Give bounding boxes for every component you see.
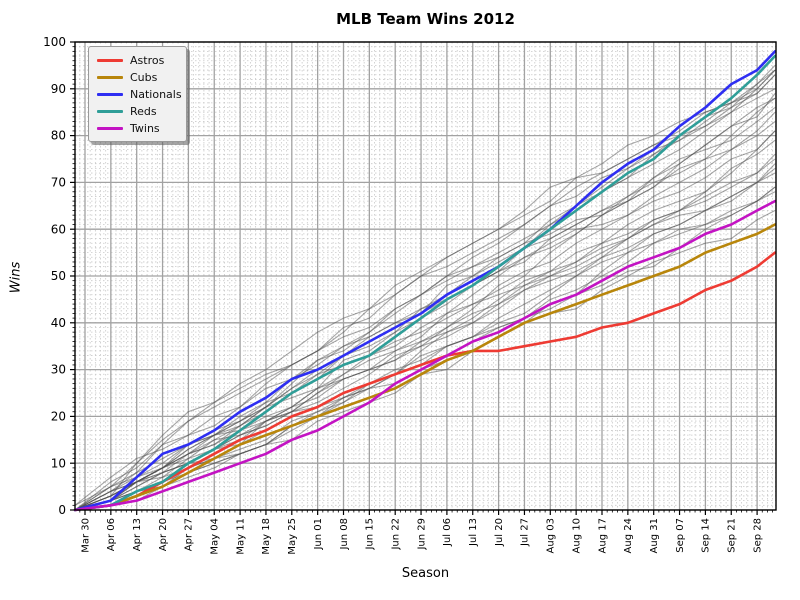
x-tick-label: Apr 27	[184, 518, 195, 551]
cubs-line-swatch	[97, 75, 123, 80]
bg-line-yankees	[74, 65, 776, 511]
x-tick-label: Aug 24	[623, 518, 634, 553]
legend-item-reds: Reds	[89, 103, 186, 120]
legend-label: Cubs	[130, 71, 158, 84]
y-tick-label: 30	[51, 363, 66, 377]
y-tick-label: 10	[51, 456, 66, 470]
y-tick-labels: 0 10 20 30 40 50 60 70 80 90 100	[43, 35, 66, 517]
x-tick-label: Jun 01	[313, 518, 324, 551]
y-tick-label: 0	[58, 503, 66, 517]
y-tick-label: 40	[51, 316, 66, 330]
series-line-reds	[73, 54, 777, 512]
x-tick-label: Jul 13	[468, 518, 479, 547]
x-tick-label: Jul 27	[520, 518, 531, 547]
series-line-nationals	[73, 50, 777, 512]
legend-label: Nationals	[130, 88, 182, 101]
x-tick-label: Sep 14	[701, 518, 712, 553]
x-tick-label: Sep 21	[727, 518, 738, 553]
y-tick-label: 80	[51, 129, 66, 143]
x-tick-label: Mar 30	[80, 518, 91, 553]
bg-line-cardinals	[74, 97, 776, 511]
x-tick-label: Jun 08	[339, 518, 350, 551]
nationals-line-swatch	[97, 92, 123, 97]
x-tick-label: May 11	[235, 518, 246, 555]
x-tick-label: Apr 06	[106, 518, 117, 551]
grid-minor	[75, 42, 776, 510]
x-tick-label: May 25	[287, 518, 298, 555]
bg-line-blue-jays	[74, 167, 776, 511]
x-tick-label: Sep 28	[752, 518, 763, 553]
bg-line-marlins	[74, 186, 776, 511]
x-tick-label: May 04	[210, 518, 221, 555]
y-tick-label: 90	[51, 82, 66, 96]
x-tick-label: May 18	[261, 518, 272, 555]
axis-ticks	[70, 41, 774, 515]
bg-line-padres	[74, 153, 776, 511]
x-tick-label: Jun 29	[416, 518, 427, 551]
bg-line-brewers	[74, 121, 776, 511]
x-tick-label: Jun 22	[391, 518, 402, 551]
legend-label: Reds	[130, 105, 157, 118]
x-tick-label: Aug 03	[546, 518, 557, 553]
series-line-astros	[73, 251, 777, 512]
x-tick-label: Jul 06	[442, 518, 453, 547]
x-tick-label: Apr 13	[132, 518, 143, 551]
bg-line-orioles	[74, 74, 776, 511]
y-tick-label: 60	[51, 222, 66, 236]
y-axis-label: Wins	[8, 261, 24, 294]
x-tick-labels: Mar 30 Apr 06 Apr 13 Apr 20 Apr 27 May 04 May …	[80, 518, 763, 555]
bg-line-rays	[74, 88, 776, 511]
bg-line-mariners	[74, 158, 776, 506]
highlight-lines	[73, 50, 777, 512]
legend: Astros Cubs Nationals Reds Twins	[88, 46, 187, 142]
reds-line-swatch	[97, 109, 123, 114]
x-tick-label: Apr 20	[158, 518, 169, 551]
x-tick-label: Aug 17	[597, 518, 608, 553]
x-tick-label: Sep 07	[675, 518, 686, 553]
chart-title: MLB Team Wins 2012	[336, 10, 515, 28]
x-tick-label: Aug 10	[571, 518, 582, 553]
legend-item-twins: Twins	[89, 120, 186, 137]
y-tick-label: 50	[51, 269, 66, 283]
bg-line-rockies	[74, 210, 776, 511]
series-line-cubs	[73, 223, 777, 512]
legend-item-cubs: Cubs	[89, 69, 186, 86]
legend-label: Astros	[130, 54, 165, 67]
x-tick-label: Jun 15	[365, 518, 376, 551]
legend-item-astros: Astros	[89, 52, 186, 69]
astros-line-swatch	[97, 58, 123, 63]
x-tick-label: Jul 20	[494, 518, 505, 547]
y-tick-label: 70	[51, 175, 66, 189]
y-tick-label: 20	[51, 409, 66, 423]
x-axis-label: Season	[401, 566, 450, 581]
twins-line-swatch	[97, 126, 123, 131]
x-tick-label: Aug 31	[649, 518, 660, 553]
series-line-twins	[73, 199, 777, 512]
y-tick-label: 100	[43, 35, 66, 49]
legend-label: Twins	[130, 122, 160, 135]
bg-line-diamondbacks	[74, 130, 776, 511]
legend-item-nationals: Nationals	[89, 86, 186, 103]
